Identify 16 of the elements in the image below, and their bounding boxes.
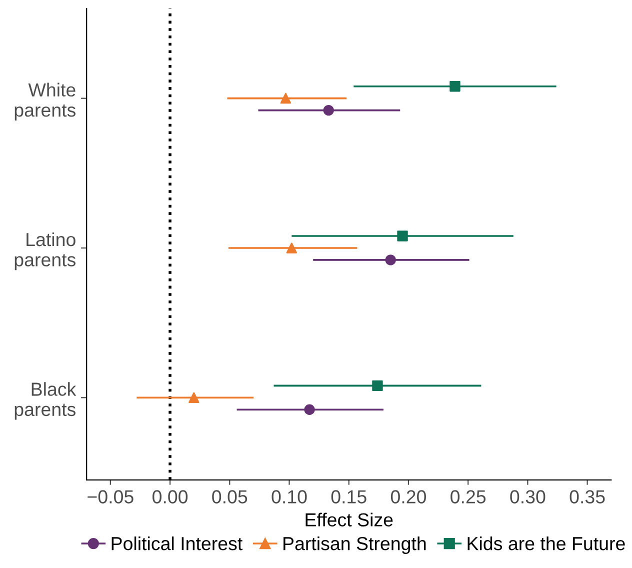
y-tick-label: Latino parents <box>14 232 76 270</box>
x-tick-label: 0.05 <box>212 490 248 504</box>
x-tick-label: 0.30 <box>510 490 546 504</box>
x-tick-label: 0.35 <box>570 490 605 504</box>
x-tick-label: 0.10 <box>272 490 307 504</box>
x-axis-title: Effect Size <box>306 512 393 526</box>
y-tick-label: Black parents <box>14 382 76 420</box>
legend-label: Kids are the Future <box>468 536 625 550</box>
x-tick-label: 0.25 <box>450 490 486 504</box>
legend-label: Partisan Strength <box>284 536 426 554</box>
x-tick-label: 0.00 <box>152 490 188 504</box>
x-tick-label: −0.05 <box>88 490 134 504</box>
y-tick-label: White parents <box>14 82 76 120</box>
legend-label: Political Interest <box>112 536 242 550</box>
x-tick-label: 0.15 <box>331 490 366 504</box>
x-tick-label: 0.20 <box>390 490 426 504</box>
